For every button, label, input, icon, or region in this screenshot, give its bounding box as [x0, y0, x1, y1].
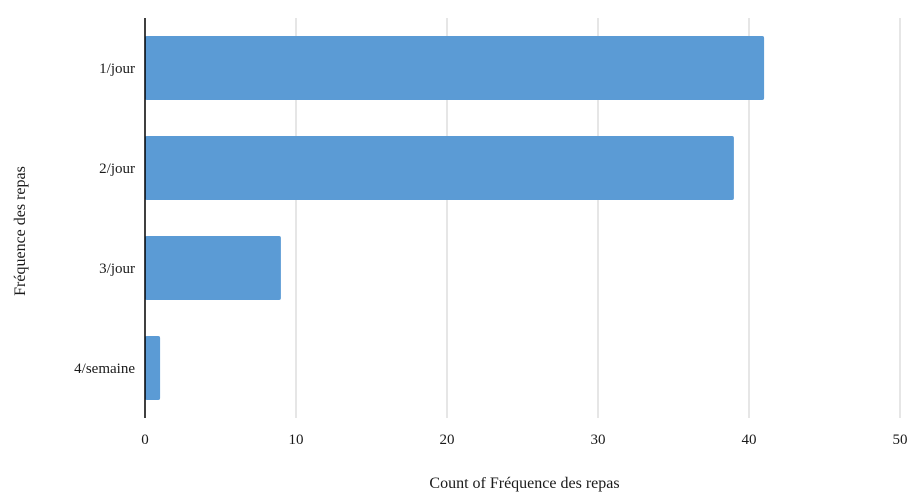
x-tick-label-10: 10 [289, 432, 304, 448]
y-axis-title: Fréquence des repas [12, 166, 29, 296]
x-tick-label-30: 30 [591, 432, 606, 448]
bar-2/jour [145, 136, 734, 200]
bar-1/jour [145, 36, 765, 100]
x-tick-label-0: 0 [141, 432, 149, 448]
x-axis-ticks: 0 10 20 30 40 50 [141, 432, 907, 448]
x-tick-label-40: 40 [742, 432, 757, 448]
bars [145, 36, 765, 400]
y-category-label-2/jour: 2/jour [99, 161, 135, 177]
x-axis-title: Count of Fréquence des repas [429, 475, 619, 492]
y-category-label-3/jour: 3/jour [99, 261, 135, 277]
bar-4/semaine [145, 336, 161, 400]
bar-3/jour [145, 236, 281, 300]
x-tick-label-50: 50 [893, 432, 908, 448]
y-category-label-4/semaine: 4/semaine [74, 361, 135, 377]
x-tick-label-20: 20 [440, 432, 455, 448]
y-category-label-1/jour: 1/jour [99, 61, 135, 77]
y-axis-category-labels: 1/jour 2/jour 3/jour 4/semaine [74, 61, 135, 377]
